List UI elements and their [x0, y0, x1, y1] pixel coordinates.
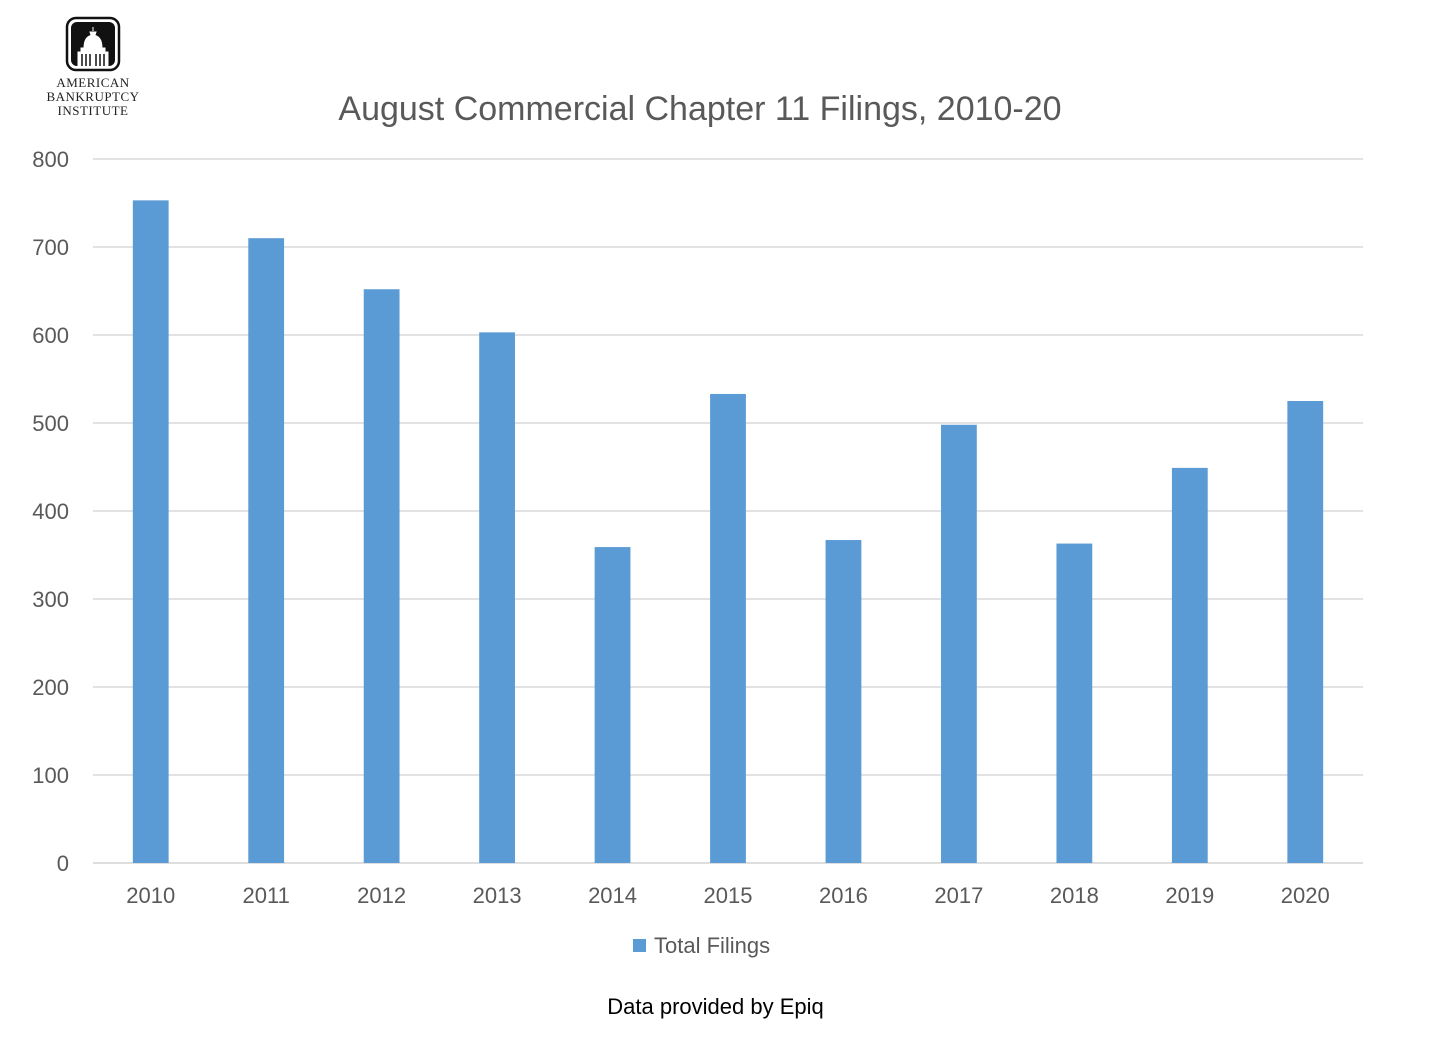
logo-line: Institute [57, 103, 129, 118]
logo-line: Bankruptcy [46, 89, 140, 104]
abi-logo-text: American Bankruptcy Institute [30, 76, 156, 118]
legend: Total Filings [633, 933, 770, 958]
bar-2020 [1287, 401, 1324, 863]
x-tick-label: 2018 [1050, 883, 1099, 908]
x-tick-label: 2012 [357, 883, 406, 908]
x-tick-label: 2011 [243, 883, 290, 908]
y-tick-label: 700 [32, 235, 69, 260]
y-tick-label: 800 [32, 147, 69, 172]
bar-2012 [363, 289, 400, 863]
x-tick-label: 2016 [819, 883, 868, 908]
logo-line: American [56, 75, 130, 90]
x-tick-label: 2017 [934, 883, 983, 908]
x-axis-tick-labels: 2010 2011 2012 2013 2014 2015 2016 2017 2018 2019… [126, 883, 1329, 908]
bar-2019 [1171, 467, 1208, 863]
x-tick-label: 2015 [704, 883, 753, 908]
bar-2016 [825, 540, 862, 863]
capitol-dome-icon [65, 16, 121, 72]
y-tick-label: 200 [32, 675, 69, 700]
bar-2013 [479, 332, 515, 863]
bar-2017 [941, 424, 977, 863]
x-tick-label: 2013 [473, 883, 522, 908]
bar-2014 [594, 547, 631, 863]
legend-swatch [633, 939, 646, 952]
chart-title: August Commercial Chapter 11 Filings, 20… [338, 90, 1061, 128]
bar-2015 [710, 393, 746, 863]
y-tick-label: 0 [57, 851, 69, 876]
bars [132, 200, 1324, 864]
x-tick-label: 2010 [126, 883, 175, 908]
abi-logo [40, 14, 150, 124]
y-tick-label: 400 [32, 499, 69, 524]
x-tick-label: 2020 [1281, 883, 1330, 908]
bar-2018 [1056, 543, 1093, 863]
y-tick-label: 500 [32, 411, 69, 436]
x-tick-label: 2019 [1165, 883, 1214, 908]
x-tick-label: 2014 [588, 883, 637, 908]
bar-2011 [248, 238, 285, 863]
y-tick-label: 100 [32, 763, 69, 788]
bar-2010 [132, 200, 169, 864]
legend-label: Total Filings [654, 933, 770, 958]
y-tick-label: 600 [32, 323, 69, 348]
data-source-note: Data provided by Epiq [607, 994, 824, 1019]
y-tick-label: 300 [32, 587, 69, 612]
y-axis-tick-labels: 0 100 200 300 400 500 600 700 800 [32, 147, 69, 876]
